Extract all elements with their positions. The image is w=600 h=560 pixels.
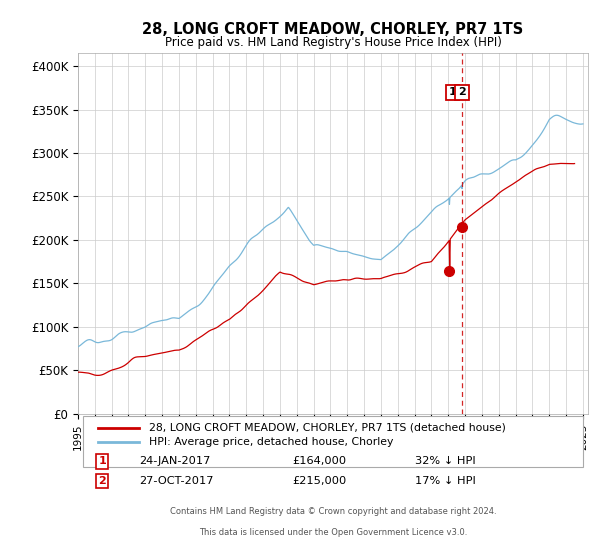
Text: £164,000: £164,000 [292, 456, 346, 466]
Text: 1: 1 [98, 456, 106, 466]
Text: 28, LONG CROFT MEADOW, CHORLEY, PR7 1TS (detached house): 28, LONG CROFT MEADOW, CHORLEY, PR7 1TS … [149, 423, 506, 432]
Text: 24-JAN-2017: 24-JAN-2017 [139, 456, 211, 466]
Text: 1: 1 [449, 87, 457, 97]
Text: 2: 2 [98, 476, 106, 486]
FancyBboxPatch shape [83, 416, 583, 467]
Text: 32% ↓ HPI: 32% ↓ HPI [415, 456, 475, 466]
Text: 27-OCT-2017: 27-OCT-2017 [139, 476, 214, 486]
Text: 17% ↓ HPI: 17% ↓ HPI [415, 476, 475, 486]
Text: Contains HM Land Registry data © Crown copyright and database right 2024.: Contains HM Land Registry data © Crown c… [170, 507, 496, 516]
Text: 2: 2 [458, 87, 466, 97]
Text: Price paid vs. HM Land Registry's House Price Index (HPI): Price paid vs. HM Land Registry's House … [164, 36, 502, 49]
Text: £215,000: £215,000 [292, 476, 346, 486]
Text: This data is licensed under the Open Government Licence v3.0.: This data is licensed under the Open Gov… [199, 529, 467, 538]
Text: 28, LONG CROFT MEADOW, CHORLEY, PR7 1TS: 28, LONG CROFT MEADOW, CHORLEY, PR7 1TS [142, 22, 524, 38]
Text: HPI: Average price, detached house, Chorley: HPI: Average price, detached house, Chor… [149, 437, 394, 447]
